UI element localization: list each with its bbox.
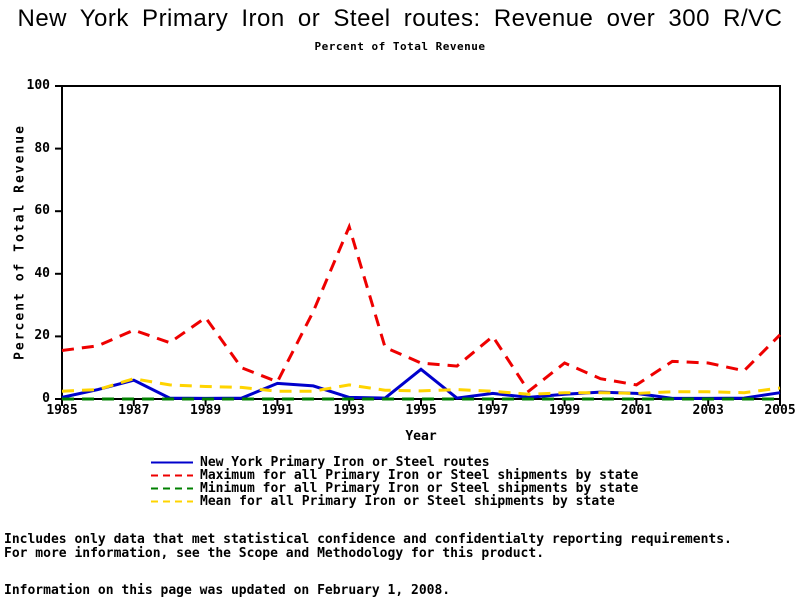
- legend-line-icon: [151, 500, 193, 503]
- plot-border: [61, 85, 781, 400]
- footnote-line: For more information, see the Scope and …: [4, 545, 545, 561]
- legend-line-icon: [151, 487, 193, 490]
- x-tick-label: 1991: [261, 403, 294, 418]
- x-axis-title: Year: [405, 429, 437, 444]
- x-tick-label: 1997: [477, 403, 509, 418]
- legend-label: Maximum for all Primary Iron or Steel sh…: [200, 468, 639, 483]
- legend-line-icon: [151, 474, 193, 477]
- legend-label: New York Primary Iron or Steel routes: [200, 455, 490, 470]
- x-tick-label: 1995: [405, 403, 437, 418]
- legend-item: New York Primary Iron or Steel routes: [150, 455, 638, 470]
- x-tick-label: 1987: [118, 403, 150, 418]
- y-tick-label: 40: [34, 265, 50, 281]
- footnotes: Includes only data that met statistical …: [4, 533, 732, 560]
- legend-label: Mean for all Primary Iron or Steel shipm…: [200, 494, 615, 509]
- y-tick-label: 80: [34, 140, 50, 156]
- x-tick-label: 1999: [548, 403, 581, 418]
- legend-item: Mean for all Primary Iron or Steel shipm…: [150, 494, 638, 509]
- x-tick-label: 1985: [46, 403, 78, 418]
- x-tick-label: 1993: [333, 403, 365, 418]
- chart-subtitle: Percent of Total Revenue: [314, 40, 486, 53]
- y-tick-label: 100: [26, 78, 50, 93]
- y-tick-label: 0: [42, 391, 50, 406]
- y-axis-title: Percent of Total Revenue: [12, 124, 28, 360]
- chart-title: New York Primary Iron or Steel routes: R…: [17, 5, 783, 32]
- x-tick-label: 1989: [189, 403, 222, 418]
- x-tick-label: 2001: [620, 403, 653, 418]
- legend-item: Minimum for all Primary Iron or Steel sh…: [150, 481, 639, 496]
- series-line-3: [61, 377, 781, 396]
- plot-area: [55, 85, 782, 406]
- x-tick-label: 2003: [692, 403, 724, 418]
- footnote-line: Includes only data that met statistical …: [4, 532, 732, 547]
- update-note: Information on this page was updated on …: [4, 583, 451, 598]
- legend-item: Maximum for all Primary Iron or Steel sh…: [150, 468, 639, 483]
- legend-line-icon: [151, 461, 193, 464]
- y-tick-label: 60: [34, 203, 50, 219]
- legend-label: Minimum for all Primary Iron or Steel sh…: [200, 481, 639, 496]
- series-line-1: [61, 222, 782, 394]
- series-line-0: [61, 367, 781, 400]
- y-tick-label: 20: [34, 328, 50, 344]
- legend: New York Primary Iron or Steel routes Ma…: [150, 455, 639, 509]
- x-tick-label: 2005: [764, 403, 796, 418]
